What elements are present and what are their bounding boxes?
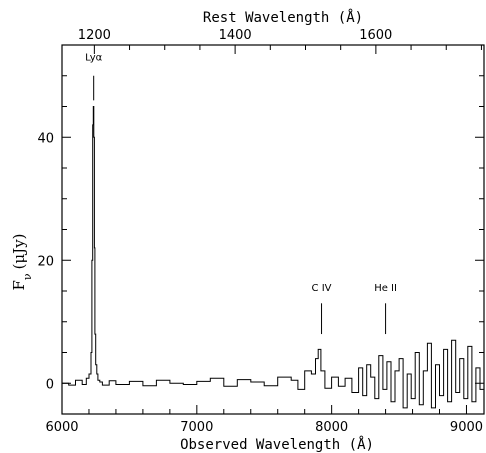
- x-tick-label: 9000: [450, 420, 483, 435]
- axis-layer: 6000 7000 8000 9000 1200 1400 1600 0 20 40: [37, 28, 484, 435]
- x-tick-label: 6000: [45, 420, 78, 435]
- top-tick-label: 1400: [219, 28, 252, 43]
- y-axis-title-sub: ν: [21, 273, 34, 280]
- x-tick-label: 7000: [180, 420, 213, 435]
- y-axis-title-unit: (μJy): [10, 233, 28, 269]
- y-axis-title-main: F: [10, 280, 28, 290]
- spectrum-line: [62, 106, 485, 409]
- plot-border: [61, 44, 485, 415]
- annotation-label: He II: [374, 283, 397, 294]
- top-axis-title: Rest Wavelength (Å): [203, 9, 363, 26]
- y-tick-label: 20: [37, 254, 54, 269]
- y-tick-label: 40: [37, 131, 54, 146]
- y-axis-title: Fν (μJy): [10, 233, 34, 290]
- top-tick-label: 1600: [359, 28, 392, 43]
- annotation-label: C IV: [312, 283, 332, 294]
- svg-text:Fν(μJy): Fν (μJy): [10, 233, 34, 290]
- annotation-label: Lyα: [85, 52, 103, 63]
- annotation-layer: Lyα C IV He II: [85, 52, 397, 335]
- x-tick-label: 8000: [315, 420, 348, 435]
- x-axis-title: Observed Wavelength (Å): [180, 436, 374, 453]
- y-tick-label: 0: [46, 377, 54, 392]
- top-tick-label: 1200: [78, 28, 111, 43]
- plot-frame: [61, 44, 485, 415]
